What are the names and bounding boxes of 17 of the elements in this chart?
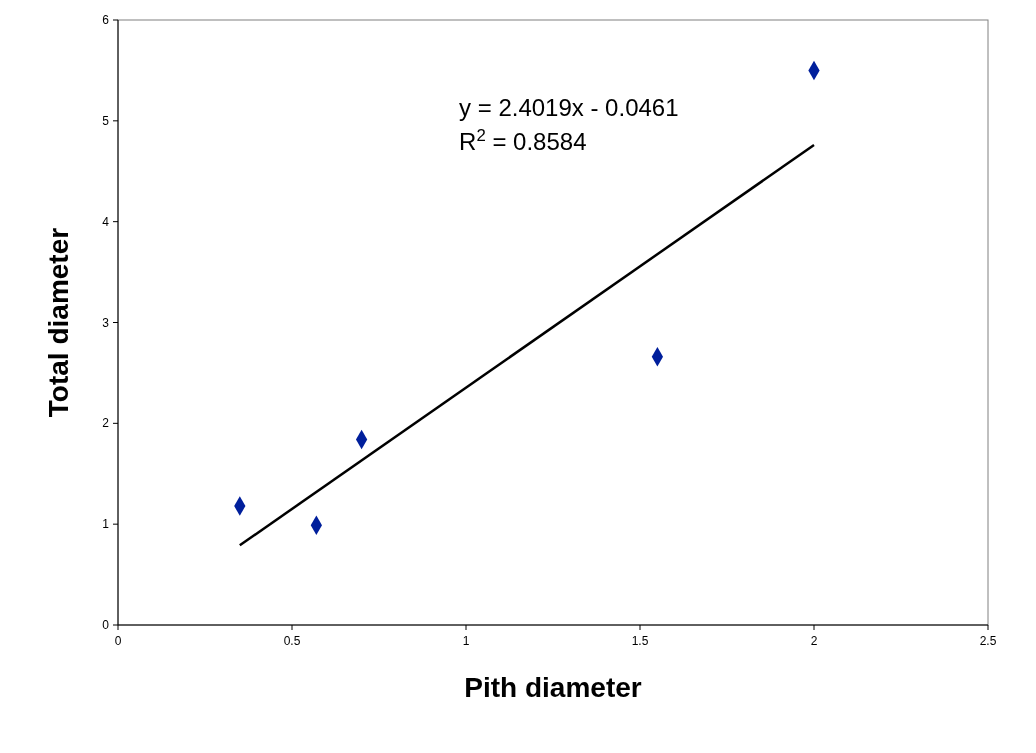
x-tick-label: 0 [114, 634, 122, 648]
y-tick-label: 2 [102, 416, 110, 431]
x-tick-label: 0.5 [283, 634, 301, 648]
x-tick-label: 1.5 [631, 634, 649, 648]
y-tick-label: 6 [102, 13, 110, 27]
y-tick-label: 0 [102, 618, 110, 632]
x-tick-label: 1 [462, 634, 470, 648]
x-axis-title: Pith diameter [464, 672, 642, 703]
y-tick-label: 1 [102, 517, 110, 532]
y-tick-label: 3 [102, 315, 110, 330]
y-axis-title: Total diameter [43, 227, 74, 418]
y-tick-label: 5 [102, 113, 110, 128]
x-tick-label: 2 [810, 634, 818, 648]
annotation: y = 2.4019x - 0.0461 [459, 93, 679, 121]
x-tick-label: 2.5 [979, 634, 997, 648]
annotation: R$^{2}$ = 0.8584 [459, 125, 587, 155]
y-tick-label: 4 [102, 214, 110, 229]
